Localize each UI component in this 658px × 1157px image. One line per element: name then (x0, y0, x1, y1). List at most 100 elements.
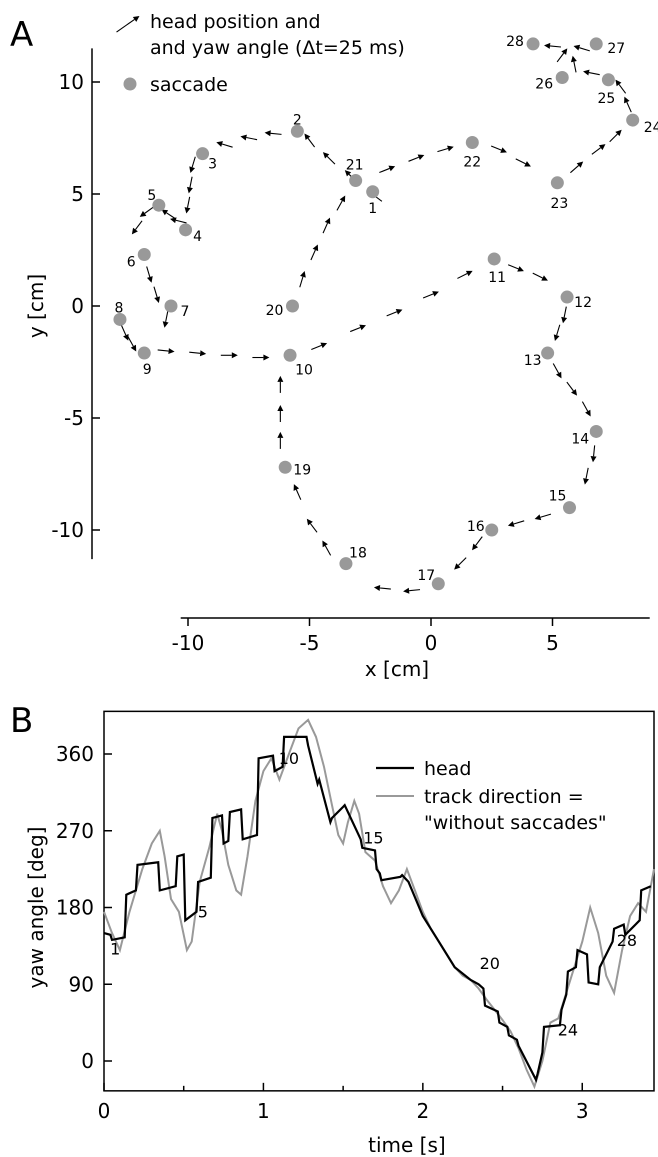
saccade-dot (563, 501, 577, 515)
trajectory-arrow (403, 587, 421, 594)
panel-a: A head position and and yaw angle (Δt=25… (10, 11, 658, 681)
trajectory-arrow (507, 264, 524, 272)
panel-b-saccade-number: 10 (279, 749, 299, 768)
panel-a-y-axis-title: y [cm] (24, 274, 48, 338)
panel-b: B 0 90 180 270 360 0 1 2 3 yaw angle [deg] time [s… (10, 701, 655, 1157)
trajectory-arrow (570, 161, 584, 174)
trajectory-arrow (566, 381, 578, 396)
trajectory-arrow (299, 270, 306, 288)
legend-arrow-icon (116, 15, 140, 33)
panel-b-x-axis-title: time [s] (368, 1133, 446, 1157)
panel-a-y-tick-label: -5 (64, 406, 84, 430)
saccade-label: 28 (506, 34, 524, 50)
saccade-dot (278, 460, 292, 474)
trajectory-arrow (373, 585, 391, 591)
panel-b-y-tick-label: 0 (81, 1049, 94, 1073)
saccade-label: 18 (349, 546, 367, 562)
trajectory-arrow (162, 310, 169, 328)
saccade-label: 14 (571, 431, 589, 447)
trajectory-arrow (386, 309, 403, 317)
trajectory-arrow (306, 518, 318, 533)
trajectory-arrow (583, 467, 589, 485)
saccade-dot (465, 135, 479, 149)
panel-b-saccade-number: 1 (110, 939, 120, 958)
saccade-dot (366, 185, 380, 199)
trajectory-arrow (139, 206, 154, 217)
saccade-dot (113, 312, 127, 326)
panel-a-legend: head position and and yaw angle (Δt=25 m… (116, 11, 405, 96)
trajectory-arrow (146, 266, 153, 283)
legend-arrow-label-line2: and yaw angle (Δt=25 ms) (150, 37, 405, 59)
saccade-dot (541, 346, 555, 360)
saccade-dot (560, 290, 574, 304)
trajectory-arrow (544, 42, 562, 49)
legend-arrow-label-line1: head position and (150, 11, 321, 33)
saccade-label: 7 (181, 304, 190, 320)
panel-b-saccade-number: 20 (480, 954, 500, 973)
panel-b-y-axis-title: yaw angle [deg] (24, 827, 48, 989)
trajectory-arrow (184, 196, 191, 214)
panel-b-saccade-number: 24 (558, 1020, 578, 1039)
trajectory-arrow (252, 354, 270, 361)
saccade-dot (485, 523, 499, 537)
saccade-dot (601, 73, 615, 87)
trajectory-arrow (515, 158, 531, 167)
panel-a-y-tick-label: 10 (59, 70, 84, 94)
saccade-dot (550, 176, 564, 190)
saccade-dot (137, 346, 151, 360)
trajectory-arrow (556, 48, 568, 63)
panel-a-letter: A (10, 15, 33, 55)
trajectory-arrow (157, 348, 175, 355)
saccade-dot (589, 424, 603, 438)
saccade-dot (589, 37, 603, 51)
trajectory-arrow (379, 165, 396, 174)
panel-b-saccade-number: 5 (198, 903, 208, 922)
saccade-dot (555, 71, 569, 85)
saccade-dot (164, 299, 178, 313)
trajectory-arrow (570, 55, 577, 73)
saccade-label: 8 (114, 300, 123, 316)
trajectory-arrow (131, 220, 143, 235)
saccade-dot (349, 174, 363, 188)
trajectory-arrow (561, 306, 568, 324)
saccade-label: 2 (293, 112, 302, 128)
panel-a-y-tick-label: 5 (71, 182, 84, 206)
panel-a-y-tick-label: -10 (51, 518, 84, 542)
saccade-dot (283, 348, 297, 362)
saccade-label: 9 (143, 362, 152, 378)
trajectory-arrow (573, 44, 590, 52)
saccade-dot (626, 113, 640, 127)
saccade-label: 23 (550, 196, 568, 212)
saccade-label: 25 (597, 91, 615, 107)
saccade-label: 17 (417, 568, 435, 584)
trajectory-arrow (457, 270, 473, 279)
trajectory-arrow (322, 152, 336, 165)
trajectory-arrow (615, 79, 627, 94)
trajectory-arrow (507, 520, 525, 527)
saccade-label: 15 (549, 489, 567, 505)
trajectory-arrow (240, 134, 258, 141)
panel-a-x-tick-label: 0 (425, 631, 438, 655)
trajectory-arrow (552, 363, 562, 379)
trajectory-arrow (422, 291, 439, 299)
panel-b-axes: 0 90 180 270 360 0 1 2 3 yaw angle [deg] time [s] (24, 710, 655, 1157)
trajectory-arrow (220, 352, 238, 359)
legend-track-label-line1: track direction = (424, 786, 584, 808)
saccade-label: 16 (467, 519, 485, 535)
panel-b-x-tick-label: 3 (576, 1099, 589, 1123)
trajectory-arrow (304, 133, 316, 148)
panel-a-x-tick-label: -5 (300, 631, 320, 655)
saccade-label: 13 (524, 353, 542, 369)
series-line-head (103, 735, 652, 1083)
trajectory-arrow (454, 557, 467, 570)
saccade-label: 1 (368, 201, 377, 217)
saccade-dot (137, 247, 151, 261)
trajectory-arrow (189, 156, 196, 174)
trajectory-arrow (437, 145, 454, 153)
saccade-dot (196, 147, 210, 161)
saccade-label: 3 (208, 157, 217, 173)
trajectory-arrow (581, 401, 591, 417)
panel-b-saccade-number: 15 (363, 829, 383, 848)
